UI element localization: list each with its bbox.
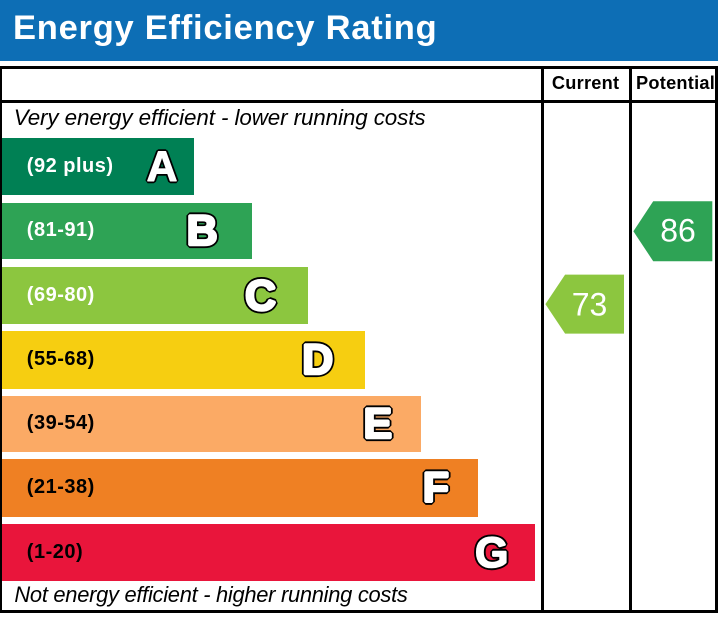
svg-text:F: F — [423, 464, 449, 512]
svg-text:B: B — [187, 207, 218, 255]
svg-text:A: A — [146, 143, 177, 191]
svg-text:73: 73 — [572, 287, 608, 323]
svg-text:86: 86 — [660, 213, 696, 249]
svg-text:A: A — [146, 143, 177, 191]
svg-text:D: D — [302, 336, 333, 384]
svg-text:E: E — [364, 400, 393, 448]
svg-text:F: F — [423, 464, 449, 512]
svg-text:C: C — [245, 272, 276, 320]
svg-text:B: B — [187, 207, 218, 255]
svg-text:C: C — [245, 272, 276, 320]
svg-text:D: D — [302, 336, 333, 384]
svg-text:G: G — [475, 529, 508, 577]
svg-text:E: E — [364, 400, 393, 448]
svg-text:G: G — [475, 529, 508, 577]
